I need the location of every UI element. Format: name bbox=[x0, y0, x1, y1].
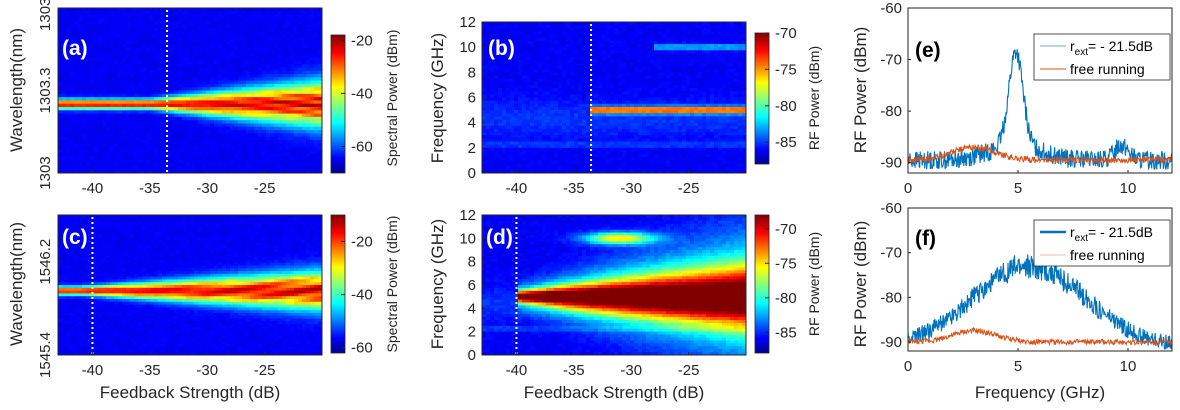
panel-e-ylabel: RF Power (dBm) bbox=[851, 27, 870, 154]
colorbar-tick-label-d-3: -85 bbox=[775, 324, 797, 341]
x-tick-label-f-1: 5 bbox=[1014, 358, 1022, 375]
y-tick-label-d-3: 6 bbox=[468, 277, 476, 294]
x-tick-label-b-3: -25 bbox=[678, 180, 700, 197]
colorbar-tick-label-b-3: -85 bbox=[775, 134, 797, 151]
colorbar-b-label: RF Power (dBm) bbox=[806, 46, 822, 150]
y-tick-label-b-1: 2 bbox=[468, 140, 476, 157]
panel-a-ylabel: Wavelength(nm) bbox=[7, 28, 26, 152]
panel-e: (e) RF Power (dBm) 0 5 10 -60 -70 -80 -90 rext… bbox=[851, 0, 1173, 197]
series-f-1 bbox=[907, 326, 1173, 347]
y-tick-label-b-2: 4 bbox=[468, 115, 476, 132]
y-tick-label-d-1: 2 bbox=[468, 324, 476, 341]
y-tick-label-b-6: 12 bbox=[459, 14, 476, 31]
y-tick-label-c-1: 1546.2 bbox=[37, 239, 54, 285]
panel-f: (f) RF Power (dBm) Frequency (GHz) 0 5 10 -… bbox=[851, 200, 1173, 402]
x-tick-label-c-2: -30 bbox=[196, 362, 218, 379]
panel-c-label: (c) bbox=[62, 226, 88, 249]
x-tick-label-b-1: -35 bbox=[563, 180, 585, 197]
colorbar-d bbox=[754, 214, 770, 354]
x-tick-label-d-2: -30 bbox=[620, 362, 642, 379]
x-tick-label-c-1: -35 bbox=[139, 362, 161, 379]
x-tick-label-d-0: -40 bbox=[506, 362, 528, 379]
x-tick-label-f-2: 10 bbox=[1120, 358, 1137, 375]
y-tick-label-e-1: -70 bbox=[880, 52, 902, 69]
y-tick-label-d-0: 0 bbox=[468, 347, 476, 364]
panel-b-label: (b) bbox=[488, 37, 515, 60]
y-tick-label-e-0: -60 bbox=[880, 0, 902, 17]
panel-d: (d) Frequency (GHz) Feedback Strength (d… bbox=[428, 207, 822, 402]
x-tick-label-d-3: -25 bbox=[678, 362, 700, 379]
panel-d-ylabel: Frequency (GHz) bbox=[428, 219, 447, 349]
colorbar-tick-label-a-0: -20 bbox=[351, 32, 373, 49]
panel-d-xlabel: Feedback Strength (dB) bbox=[524, 383, 704, 402]
x-tick-label-c-3: -25 bbox=[254, 362, 276, 379]
x-tick-label-e-1: 5 bbox=[1014, 180, 1022, 197]
panel-a: (a) Wavelength(nm) -40 -35 -30 -25 1303 1303.… bbox=[7, 0, 400, 197]
y-tick-label-d-5: 10 bbox=[459, 230, 476, 247]
colorbar-tick-label-b-0: -70 bbox=[775, 25, 797, 42]
x-tick-label-a-2: -30 bbox=[196, 180, 218, 197]
colorbar-tick-label-d-0: -70 bbox=[775, 221, 797, 238]
colorbar-d-label: RF Power (dBm) bbox=[806, 232, 822, 336]
y-tick-label-b-3: 6 bbox=[468, 90, 476, 107]
y-tick-label-e-2: -80 bbox=[880, 103, 902, 120]
series-e-0 bbox=[907, 49, 1173, 171]
x-tick-label-a-1: -35 bbox=[139, 180, 161, 197]
colorbar-tick-label-d-2: -80 bbox=[775, 290, 797, 307]
y-tick-label-f-0: -60 bbox=[880, 200, 902, 217]
x-tick-label-b-2: -30 bbox=[620, 180, 642, 197]
colorbar-tick-label-a-1: -40 bbox=[351, 85, 373, 102]
y-tick-label-a-0: 1303 bbox=[37, 156, 54, 189]
legend-f: rext= - 21.5dB free running bbox=[1033, 219, 1171, 267]
y-tick-label-b-5: 10 bbox=[459, 39, 476, 56]
x-tick-label-a-3: -25 bbox=[254, 180, 276, 197]
colorbar-a bbox=[330, 34, 346, 174]
x-tick-label-c-0: -40 bbox=[82, 362, 104, 379]
panel-f-xlabel: Frequency (GHz) bbox=[975, 383, 1105, 402]
y-tick-label-d-4: 8 bbox=[468, 254, 476, 271]
panel-d-label: (d) bbox=[486, 226, 513, 249]
y-tick-label-a-2: 1303.6 bbox=[37, 0, 54, 31]
y-tick-label-f-2: -80 bbox=[880, 289, 902, 306]
colorbar-b bbox=[754, 32, 770, 165]
panel-f-label: (f) bbox=[915, 227, 936, 250]
colorbar-a-label: Spectral Power (dBm) bbox=[384, 30, 400, 167]
legend-e: rext= - 21.5dB free running bbox=[1033, 33, 1171, 81]
colorbar-tick-label-c-1: -40 bbox=[351, 287, 373, 304]
y-tick-label-b-4: 8 bbox=[468, 64, 476, 81]
panel-e-label: (e) bbox=[915, 39, 941, 62]
colorbar-tick-label-d-1: -75 bbox=[775, 255, 797, 272]
colorbar-tick-label-a-2: -60 bbox=[351, 138, 373, 155]
colorbar-tick-label-c-0: -20 bbox=[351, 234, 373, 251]
panel-c-ylabel: Wavelength(nm) bbox=[7, 222, 26, 346]
colorbar-c-label: Spectral Power (dBm) bbox=[384, 216, 400, 353]
panel-b-ylabel: Frequency (GHz) bbox=[428, 33, 447, 163]
colorbar-c bbox=[330, 214, 346, 354]
colorbar-tick-label-b-1: -75 bbox=[775, 61, 797, 78]
panel-f-ylabel: RF Power (dBm) bbox=[851, 221, 870, 348]
x-tick-label-e-2: 10 bbox=[1120, 180, 1137, 197]
x-tick-label-d-1: -35 bbox=[563, 362, 585, 379]
y-tick-label-d-6: 12 bbox=[459, 207, 476, 224]
y-tick-label-a-1: 1303.3 bbox=[37, 68, 54, 114]
colorbar-tick-label-c-2: -60 bbox=[351, 340, 373, 357]
x-tick-label-f-0: 0 bbox=[904, 358, 912, 375]
x-tick-label-e-0: 0 bbox=[904, 180, 912, 197]
panel-b: (b) Frequency (GHz) -40 -35 -30 -25 0 2 4 6 8 10 1… bbox=[428, 14, 822, 197]
y-tick-label-e-3: -90 bbox=[880, 155, 902, 172]
y-tick-label-f-1: -70 bbox=[880, 245, 902, 262]
x-tick-label-b-0: -40 bbox=[506, 180, 528, 197]
y-tick-label-c-0: 1545.4 bbox=[37, 332, 54, 378]
panel-a-label: (a) bbox=[62, 37, 88, 60]
y-tick-label-d-2: 4 bbox=[468, 300, 476, 317]
series-e-1 bbox=[907, 143, 1173, 165]
y-tick-label-b-0: 0 bbox=[468, 165, 476, 182]
y-tick-label-f-3: -90 bbox=[880, 334, 902, 351]
panel-c-xlabel: Feedback Strength (dB) bbox=[100, 383, 280, 402]
panel-c: (c) Wavelength(nm) Feedback Strength (dB… bbox=[7, 214, 400, 402]
colorbar-tick-label-b-2: -80 bbox=[775, 98, 797, 115]
x-tick-label-a-0: -40 bbox=[82, 180, 104, 197]
